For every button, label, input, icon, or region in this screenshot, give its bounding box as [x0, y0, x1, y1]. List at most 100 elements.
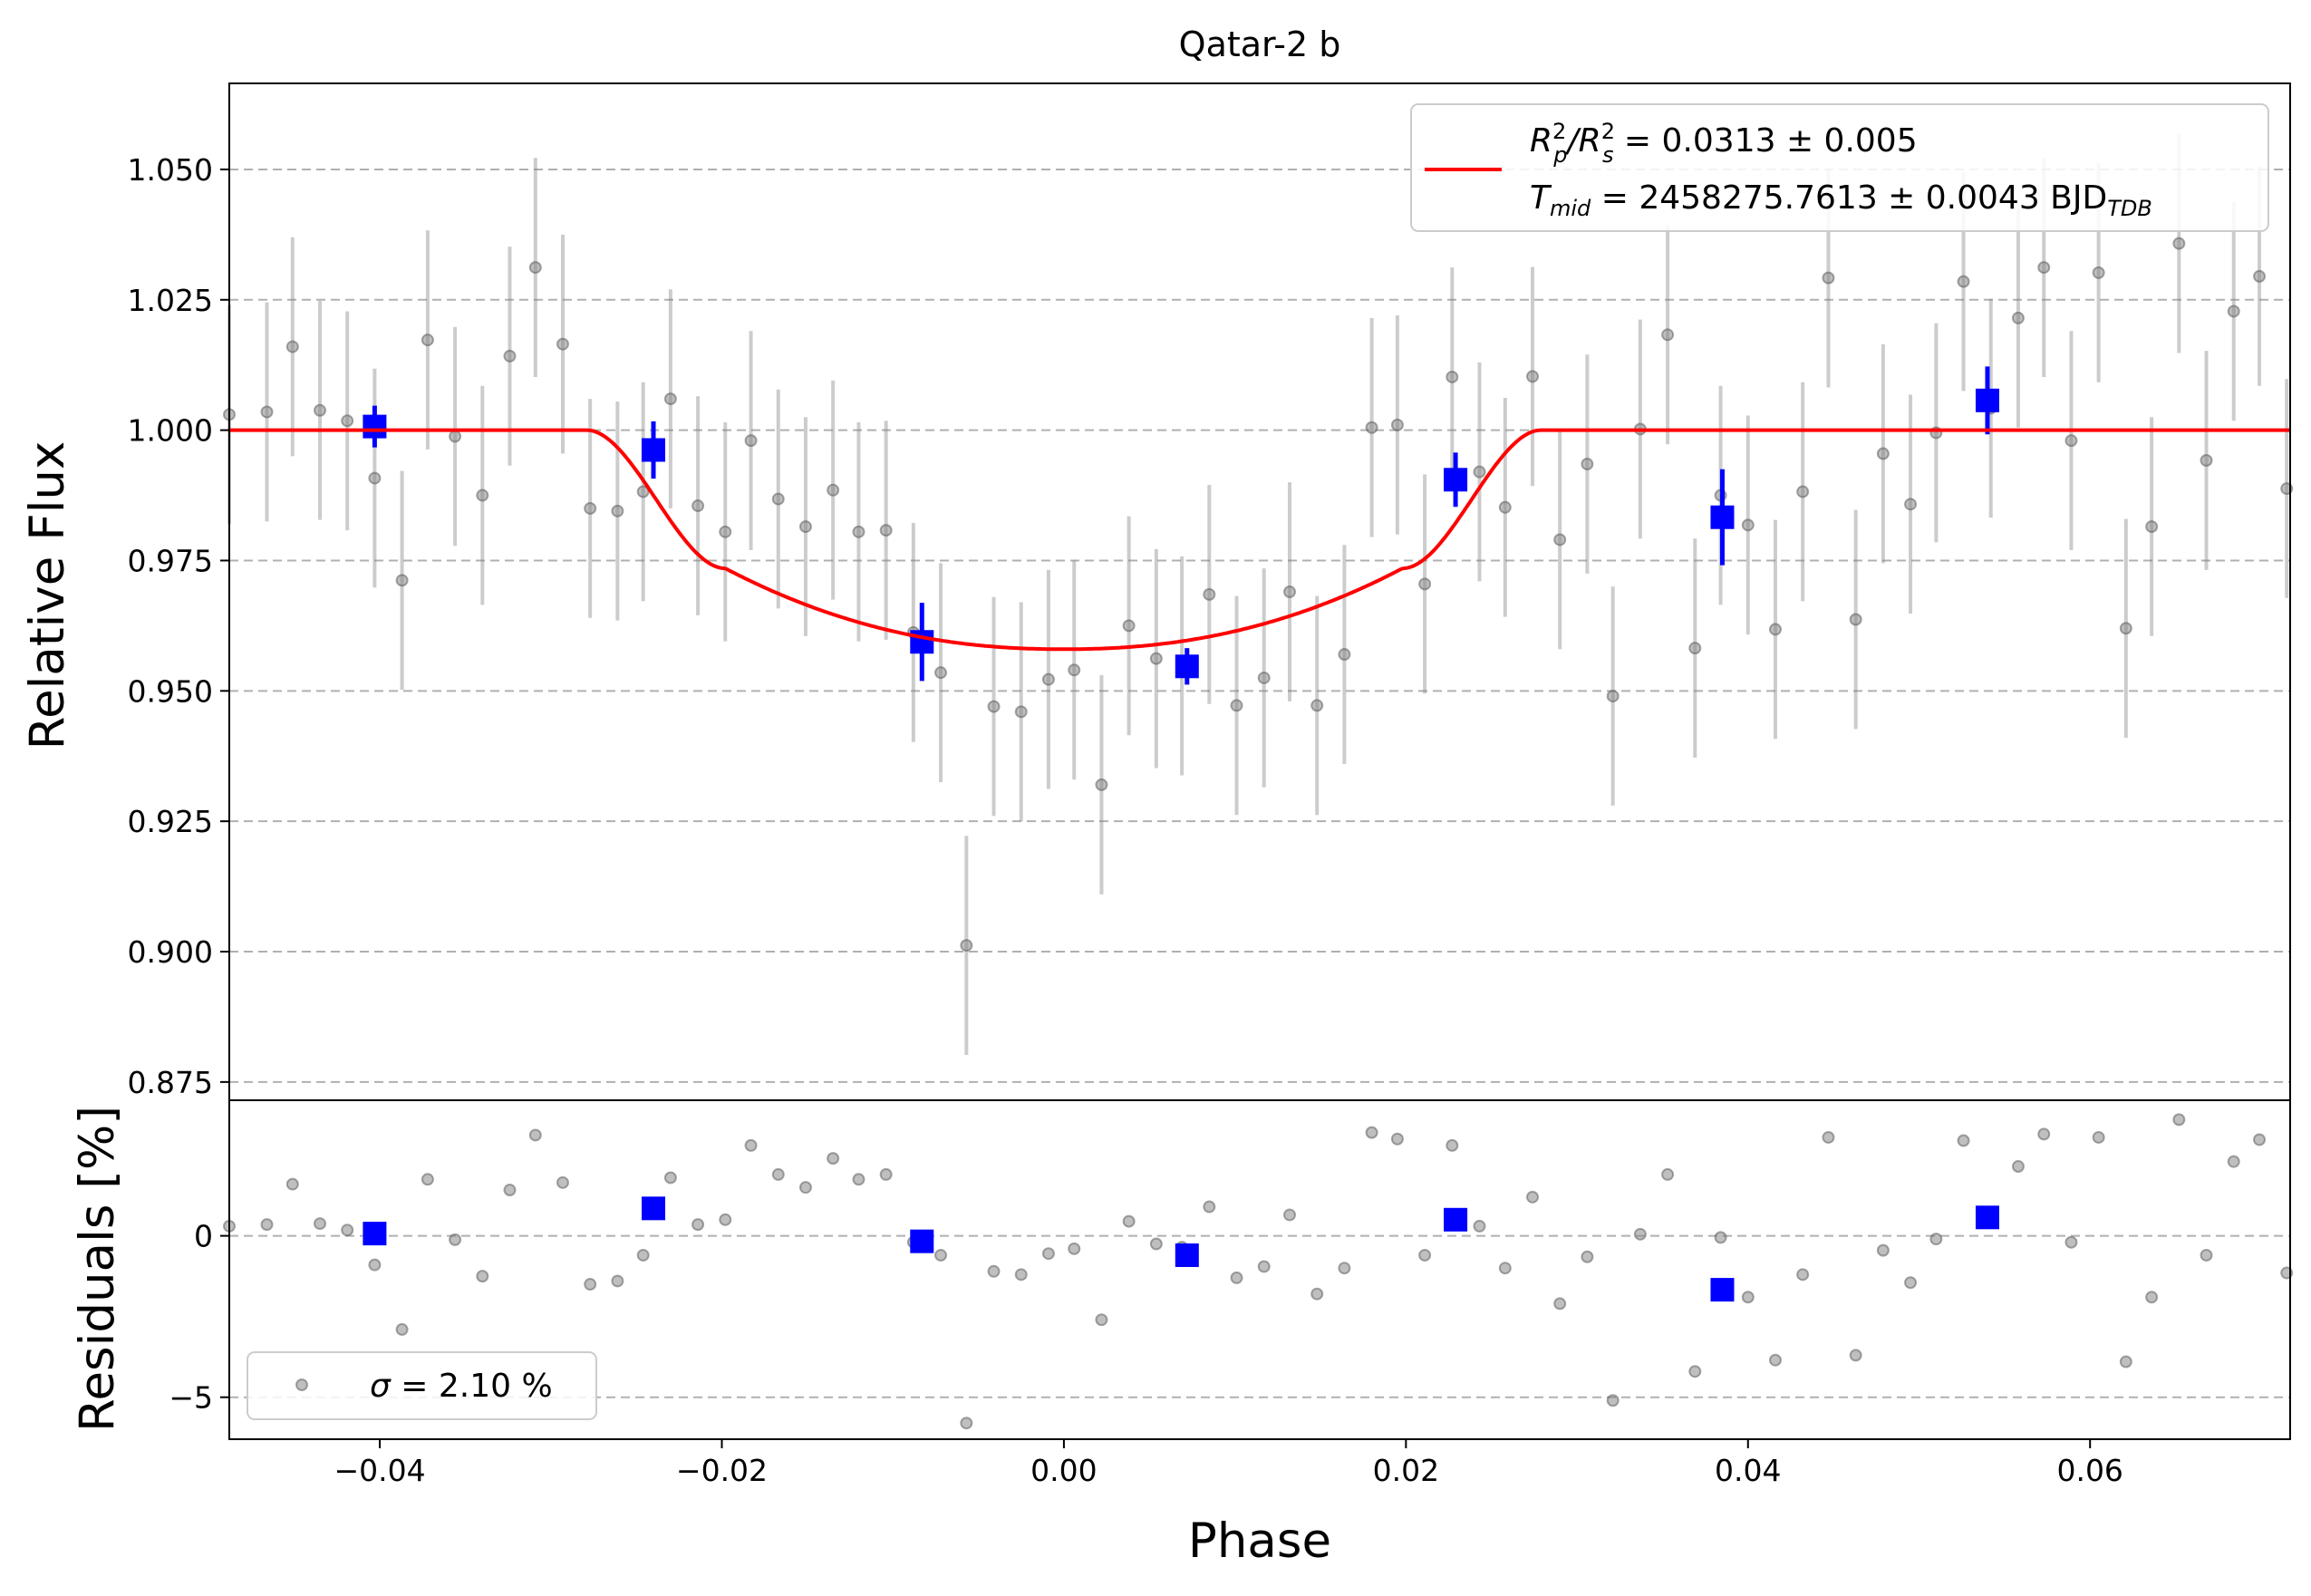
raw-data-point [1203, 587, 1216, 601]
x-tick-label: 0.00 [1030, 1453, 1097, 1488]
raw-data-point [476, 488, 489, 502]
raw-residual-point [987, 1264, 1001, 1278]
raw-residual-point [1876, 1243, 1890, 1257]
raw-data-point [2200, 454, 2213, 468]
bottom-y-tick-label: 0 [194, 1219, 213, 1254]
binned-residual-point [1975, 1205, 1999, 1230]
x-tick-label: −0.04 [334, 1453, 425, 1488]
raw-residual-point [2145, 1291, 2159, 1304]
raw-data-point [1796, 485, 1810, 498]
binned-residual-point [363, 1222, 387, 1246]
raw-data-point [960, 939, 973, 953]
raw-data-point [1581, 458, 1594, 471]
raw-data-point [421, 334, 434, 347]
raw-residual-point [1365, 1126, 1378, 1139]
raw-data-point [1849, 613, 1862, 626]
raw-residual-point [2064, 1235, 2078, 1249]
raw-residual-point [879, 1167, 893, 1181]
raw-data-point [934, 666, 948, 680]
raw-data-point [2253, 269, 2267, 283]
raw-residual-point [2227, 1155, 2240, 1168]
raw-data-point [2227, 305, 2240, 318]
raw-data-point [1068, 663, 1081, 677]
raw-residual-point [1095, 1313, 1108, 1327]
raw-data-point [1498, 500, 1512, 514]
raw-data-point [449, 430, 462, 443]
raw-data-point [691, 499, 705, 513]
raw-residual-point [1310, 1287, 1324, 1301]
raw-residual-point [744, 1138, 758, 1152]
residual-legend-text: σ = 2.10 % [370, 1368, 553, 1405]
binned-residual-point [1444, 1207, 1468, 1232]
raw-data-point [1606, 690, 1620, 703]
raw-residual-point [1068, 1242, 1081, 1255]
residual-legend: σ = 2.10 % [247, 1351, 597, 1420]
raw-residual-point [1418, 1248, 1432, 1262]
raw-data-point [314, 403, 327, 417]
raw-data-point [1365, 421, 1378, 434]
raw-data-point [987, 700, 1001, 713]
raw-residual-point [1041, 1247, 1055, 1261]
binned-data-point [1710, 505, 1735, 529]
binned-data-point [1975, 388, 1999, 412]
raw-data-point [1095, 778, 1108, 791]
raw-residual-point [2253, 1133, 2267, 1146]
raw-data-point [1904, 498, 1918, 511]
raw-data-point [1390, 418, 1404, 431]
binned-data-point [1444, 468, 1468, 492]
raw-residual-point [2092, 1130, 2105, 1144]
raw-residual-point [1283, 1208, 1297, 1222]
raw-residual-point [1122, 1214, 1136, 1228]
raw-residual-point [1768, 1353, 1782, 1367]
raw-data-point [1149, 652, 1163, 665]
raw-data-point [2119, 622, 2132, 635]
raw-residual-point [1446, 1138, 1459, 1152]
binned-data-point [363, 414, 387, 439]
raw-residual-point [1606, 1394, 1620, 1407]
raw-residual-point [1257, 1260, 1271, 1273]
raw-residual-point [2011, 1160, 2025, 1174]
raw-data-point [1768, 623, 1782, 636]
raw-residual-point [260, 1218, 274, 1232]
model-legend-line2: Tmid = 2458275.7613 ± 0.0043 BJDTDB [1530, 179, 2152, 221]
x-tick-label: 0.04 [1715, 1453, 1781, 1488]
raw-data-point [2037, 261, 2051, 275]
raw-residual-point [2119, 1355, 2132, 1369]
raw-residual-point [584, 1278, 597, 1291]
top-y-tick-label: 1.000 [128, 413, 213, 449]
binned-data-point [1175, 654, 1199, 679]
raw-data-point [2145, 520, 2159, 534]
raw-residual-point [719, 1213, 732, 1226]
raw-data-point [285, 340, 299, 353]
top-y-tick-label: 0.925 [128, 804, 213, 839]
binned-residual-point [910, 1229, 934, 1253]
top-panel-frame [228, 82, 2291, 1101]
raw-data-point [1957, 275, 1970, 288]
raw-residual-point [368, 1258, 382, 1272]
bottom-panel-gridlines [229, 1234, 2290, 1398]
raw-residual-point [1525, 1190, 1539, 1204]
raw-residual-point [827, 1152, 840, 1166]
raw-residual-point [1633, 1227, 1647, 1241]
raw-residual-point [1904, 1276, 1918, 1290]
raw-residual-point [341, 1224, 354, 1237]
raw-residual-point [1581, 1250, 1594, 1263]
raw-residual-point [449, 1233, 462, 1246]
x-tick-label: 0.06 [2056, 1453, 2122, 1488]
raw-residual-point [1014, 1268, 1028, 1282]
raw-data-point [827, 483, 840, 497]
raw-residual-point [2200, 1248, 2213, 1262]
model-legend-box [1410, 103, 2269, 232]
raw-residual-point [1473, 1219, 1486, 1233]
raw-data-point [1418, 577, 1432, 591]
raw-residual-point [663, 1171, 677, 1185]
x-axis-ticks: −0.04 −0.02 0.00 0.02 0.04 0.06 [334, 1439, 2123, 1488]
top-y-tick-label: 0.950 [128, 673, 213, 709]
binned-residual-point [642, 1196, 666, 1221]
bottom-y-axis-label: Residuals [%] [70, 1106, 125, 1432]
raw-residual-point [960, 1417, 973, 1430]
raw-residual-point [1498, 1262, 1512, 1275]
raw-data-point [528, 261, 542, 275]
top-y-tick-label: 0.975 [128, 543, 213, 578]
raw-residual-point [1553, 1297, 1567, 1311]
